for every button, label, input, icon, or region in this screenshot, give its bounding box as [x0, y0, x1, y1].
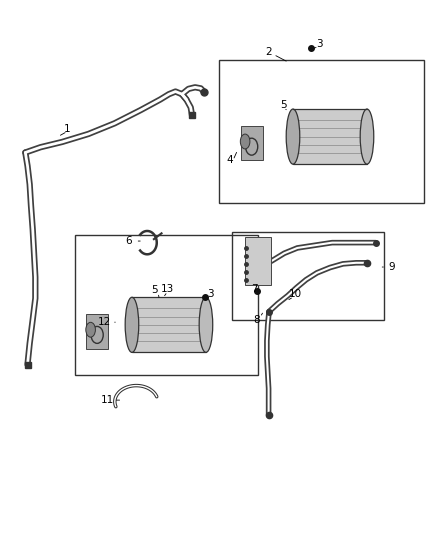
- Text: 8: 8: [254, 314, 260, 325]
- Text: 6: 6: [125, 236, 132, 246]
- Text: 3: 3: [316, 39, 322, 49]
- Ellipse shape: [199, 297, 213, 352]
- Text: 5: 5: [151, 285, 158, 295]
- Ellipse shape: [86, 322, 95, 337]
- Text: 7: 7: [251, 284, 258, 294]
- Text: 11: 11: [101, 395, 114, 405]
- Bar: [232, 232, 385, 319]
- Bar: [132, 297, 206, 352]
- Bar: [86, 314, 108, 349]
- Ellipse shape: [360, 109, 374, 164]
- Ellipse shape: [240, 134, 250, 149]
- Bar: [75, 235, 258, 375]
- Text: 1: 1: [64, 124, 71, 134]
- Ellipse shape: [286, 109, 300, 164]
- Text: 4: 4: [226, 156, 233, 165]
- Text: 10: 10: [289, 289, 302, 299]
- Text: 12: 12: [98, 317, 111, 327]
- Bar: [293, 109, 367, 164]
- Bar: [245, 237, 271, 285]
- Ellipse shape: [125, 297, 139, 352]
- Text: 3: 3: [207, 288, 214, 298]
- Text: 13: 13: [161, 284, 174, 294]
- Text: 2: 2: [265, 47, 272, 56]
- Bar: [241, 126, 262, 160]
- Bar: [219, 60, 424, 203]
- Text: 5: 5: [280, 100, 287, 110]
- Text: 9: 9: [388, 262, 395, 272]
